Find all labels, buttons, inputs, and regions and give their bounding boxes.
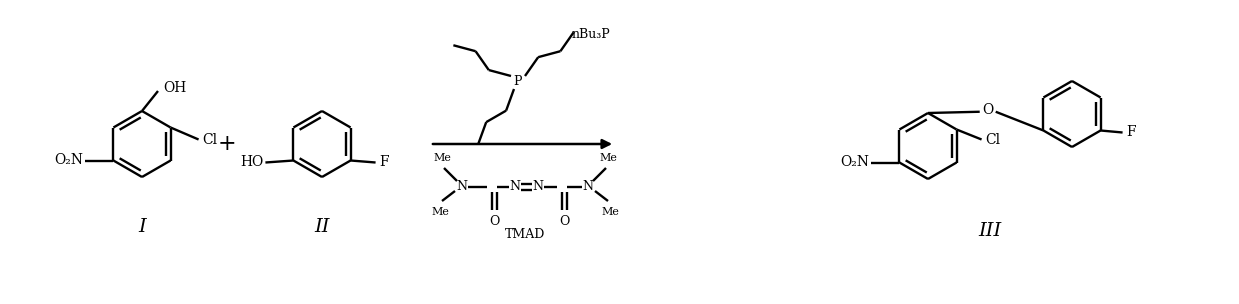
Text: II: II bbox=[315, 218, 330, 236]
Text: OH: OH bbox=[164, 81, 186, 95]
Text: N: N bbox=[533, 181, 544, 194]
Text: Cl: Cl bbox=[203, 133, 218, 147]
Text: O: O bbox=[559, 215, 569, 228]
Text: Cl: Cl bbox=[985, 133, 1001, 147]
Text: O₂N: O₂N bbox=[840, 156, 870, 170]
Text: O: O bbox=[489, 215, 499, 228]
Text: N: N bbox=[582, 181, 593, 194]
Text: O₂N: O₂N bbox=[55, 154, 83, 168]
Text: Me: Me bbox=[431, 207, 449, 217]
Text: TMAD: TMAD bbox=[504, 227, 545, 240]
Text: P: P bbox=[514, 75, 523, 88]
Text: +: + bbox=[218, 133, 237, 155]
Text: Me: Me bbox=[601, 207, 620, 217]
Text: III: III bbox=[979, 222, 1001, 240]
Text: N: N bbox=[509, 181, 520, 194]
Text: N: N bbox=[456, 181, 467, 194]
Text: nBu₃P: nBu₃P bbox=[572, 27, 611, 40]
Text: I: I bbox=[138, 218, 146, 236]
Text: F: F bbox=[379, 156, 389, 170]
Text: HO: HO bbox=[240, 156, 264, 170]
Text: F: F bbox=[1126, 126, 1136, 140]
Text: Me: Me bbox=[600, 153, 617, 163]
Text: Me: Me bbox=[434, 153, 451, 163]
Text: O: O bbox=[983, 103, 994, 117]
